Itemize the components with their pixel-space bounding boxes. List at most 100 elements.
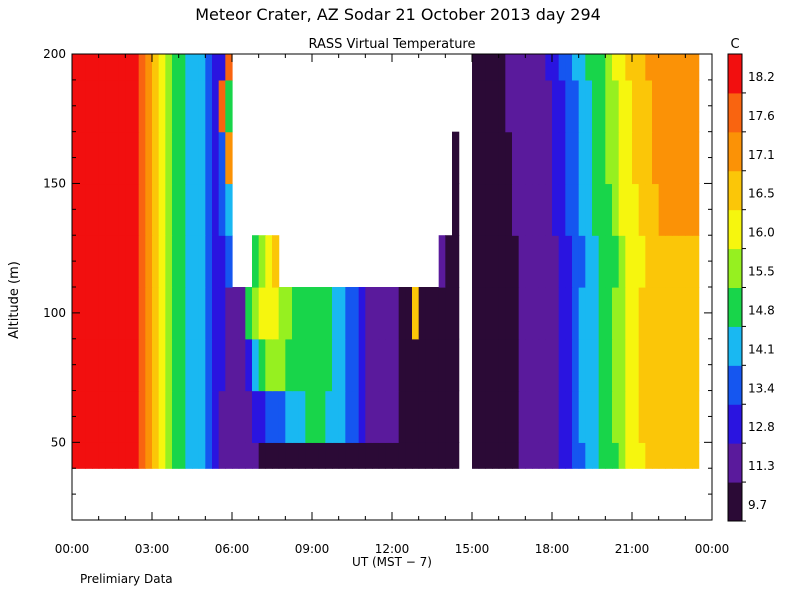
heatmap-cell: [178, 338, 186, 392]
heatmap-cell: [138, 235, 146, 288]
heatmap-cell: [132, 442, 140, 469]
heatmap-cell: [225, 287, 233, 340]
heatmap-cell: [618, 235, 626, 288]
heatmap-cell: [618, 79, 626, 133]
heatmap-cell: [612, 183, 620, 236]
heatmap-cell: [605, 79, 613, 133]
heatmap-cell: [678, 442, 686, 469]
x-tick-label: 12:00: [375, 542, 410, 556]
heatmap-cell: [592, 131, 600, 185]
colorbar-label: 17.6: [748, 109, 775, 123]
heatmap-cell: [665, 183, 673, 236]
heatmap-cell: [678, 338, 686, 392]
heatmap-cell: [498, 338, 506, 392]
heatmap-cell: [572, 390, 580, 443]
heatmap-cell: [438, 235, 446, 288]
heatmap-cell: [278, 287, 286, 340]
heatmap-cell: [178, 131, 186, 185]
heatmap-cell: [112, 54, 120, 81]
heatmap-cell: [265, 338, 273, 392]
heatmap-cell: [625, 287, 633, 340]
heatmap-cell: [165, 287, 173, 340]
heatmap-cell: [492, 131, 500, 185]
heatmap-cell: [105, 131, 113, 185]
heatmap-cell: [472, 235, 480, 288]
heatmap-cell: [612, 338, 620, 392]
heatmap-cell: [532, 287, 540, 340]
heatmap-cell: [172, 183, 180, 236]
heatmap-cell: [325, 287, 333, 340]
heatmap-cell: [638, 131, 646, 185]
colorbar-swatch: [728, 365, 742, 405]
heatmap-cell: [385, 287, 393, 340]
heatmap-cell: [572, 287, 580, 340]
heatmap-cell: [545, 287, 553, 340]
heatmap-cell: [598, 442, 606, 469]
x-tick-label: 18:00: [535, 542, 570, 556]
heatmap-cell: [672, 183, 680, 236]
heatmap-cell: [132, 235, 140, 288]
heatmap-cell: [638, 54, 646, 81]
heatmap-cell: [672, 338, 680, 392]
heatmap-cell: [592, 442, 600, 469]
heatmap-cell: [212, 235, 220, 288]
heatmap-cell: [405, 442, 413, 469]
heatmap-cell: [658, 79, 666, 133]
heatmap-cell: [78, 235, 86, 288]
heatmap-cell: [512, 131, 520, 185]
heatmap-cell: [245, 390, 253, 443]
heatmap-cell: [198, 287, 206, 340]
heatmap-cell: [132, 338, 140, 392]
heatmap-cell: [172, 79, 180, 133]
colorbar-label: 12.8: [748, 420, 775, 434]
heatmap-cell: [505, 287, 513, 340]
heatmap-cell: [178, 79, 186, 133]
heatmap-cell: [358, 442, 366, 469]
heatmap-cell: [165, 442, 173, 469]
heatmap-cell: [492, 235, 500, 288]
heatmap-cell: [492, 79, 500, 133]
heatmap-cell: [672, 79, 680, 133]
heatmap-cell: [572, 442, 580, 469]
heatmap-cell: [265, 390, 273, 443]
heatmap-cell: [372, 390, 380, 443]
heatmap-cell: [112, 442, 120, 469]
heatmap-cell: [485, 131, 493, 185]
heatmap-cell: [105, 390, 113, 443]
x-tick-label: 09:00: [295, 542, 330, 556]
heatmap-cell: [205, 338, 213, 392]
heatmap-cell: [652, 338, 660, 392]
heatmap-cell: [625, 79, 633, 133]
heatmap-cell: [232, 338, 240, 392]
heatmap-cell: [385, 442, 393, 469]
colorbar-swatch: [728, 54, 742, 94]
heatmap-cell: [505, 390, 513, 443]
heatmap-cell: [405, 338, 413, 392]
heatmap-cell: [412, 390, 420, 443]
heatmap-cell: [298, 442, 306, 469]
heatmap-cell: [225, 54, 233, 81]
heatmap-cell: [632, 54, 640, 81]
heatmap-cell: [532, 442, 540, 469]
heatmap-cell: [605, 287, 613, 340]
heatmap-cell: [618, 183, 626, 236]
heatmap-cell: [152, 390, 160, 443]
chart-subtitle: RASS Virtual Temperature: [309, 37, 476, 52]
heatmap-cell: [205, 390, 213, 443]
heatmap-cell: [125, 442, 133, 469]
heatmap-cell: [118, 390, 126, 443]
heatmap-cell: [152, 235, 160, 288]
heatmap-cell: [518, 442, 526, 469]
heatmap-cell: [418, 442, 426, 469]
heatmap-cell: [632, 442, 640, 469]
heatmap-cell: [612, 131, 620, 185]
heatmap-cell: [138, 79, 146, 133]
heatmap-cell: [372, 338, 380, 392]
colorbar-swatch: [728, 404, 742, 444]
heatmap-cell: [105, 287, 113, 340]
heatmap-cell: [652, 287, 660, 340]
heatmap-cell: [572, 183, 580, 236]
heatmap-cell: [452, 390, 460, 443]
heatmap-cell: [285, 390, 293, 443]
heatmap-cell: [598, 131, 606, 185]
